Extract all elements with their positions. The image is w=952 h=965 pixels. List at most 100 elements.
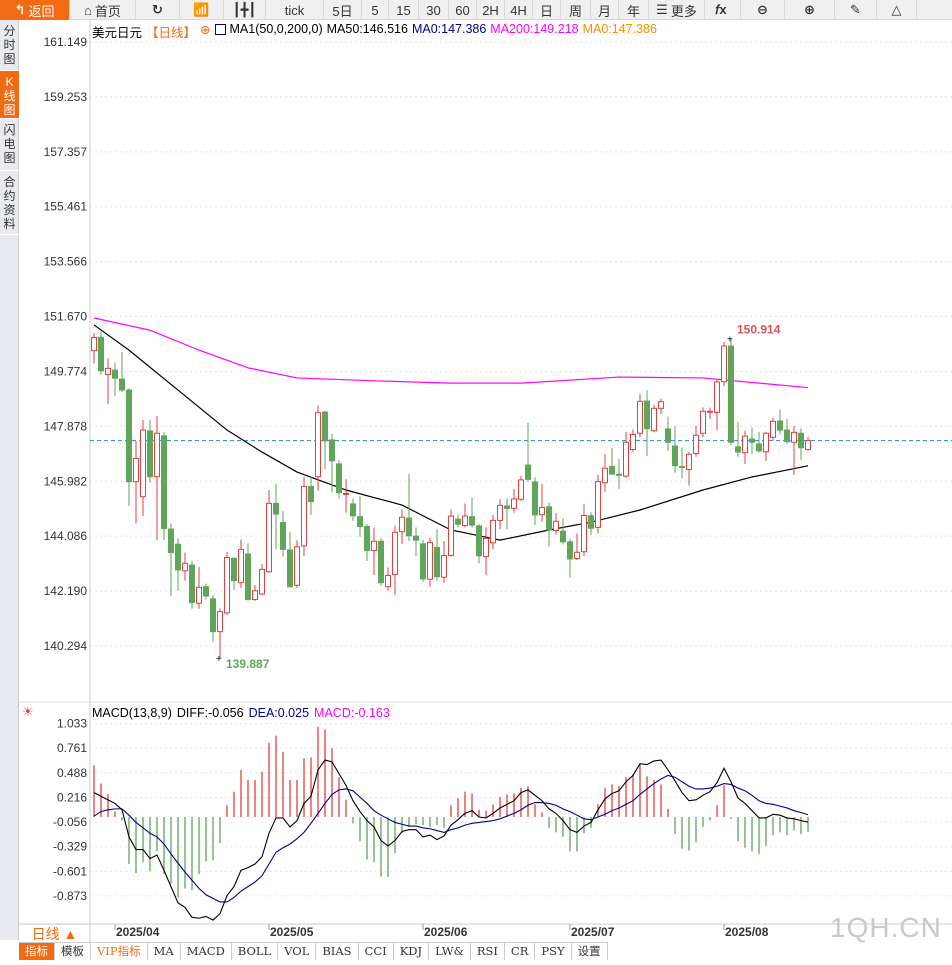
candle-body bbox=[665, 428, 671, 443]
candle bbox=[392, 525, 398, 596]
candle bbox=[364, 523, 370, 561]
indicator-tab-6[interactable]: VOL bbox=[278, 943, 317, 960]
formula-button[interactable]: 𝑓x bbox=[705, 0, 741, 20]
high-marker: + bbox=[727, 334, 733, 345]
candle-body bbox=[595, 481, 601, 528]
price-tick-label: 145.982 bbox=[44, 474, 88, 488]
period-7-button[interactable]: 5 bbox=[362, 0, 389, 20]
period-10-button[interactable]: 60 bbox=[449, 0, 477, 20]
candle-body bbox=[91, 336, 97, 352]
period-6-button[interactable]: 5日 bbox=[324, 0, 362, 20]
candle bbox=[203, 583, 209, 600]
symbol-name: 美元日元 bbox=[92, 26, 143, 40]
toolbar-label: 2H bbox=[482, 2, 499, 18]
period-12-button[interactable]: 4H bbox=[505, 0, 533, 20]
candle bbox=[273, 483, 279, 550]
formula-icon: 𝑓x bbox=[715, 2, 727, 17]
candle-body bbox=[511, 498, 517, 509]
toolbar-label: 年 bbox=[626, 3, 640, 19]
candle bbox=[420, 540, 426, 582]
price-tick-label: 140.294 bbox=[44, 639, 88, 653]
candle bbox=[672, 426, 678, 473]
indicator-tab-5[interactable]: BOLL bbox=[232, 943, 279, 960]
sidebar-item-contract-info[interactable]: 合约资料 bbox=[0, 171, 19, 235]
zoom-out-button[interactable]: ⊖ bbox=[741, 0, 785, 20]
price-tick-label: 153.566 bbox=[44, 255, 88, 269]
period-13-button[interactable]: 日 bbox=[533, 0, 561, 20]
zoom-in-button[interactable]: ⊕ bbox=[785, 0, 835, 20]
price-tick-label: 155.461 bbox=[44, 200, 88, 214]
candle bbox=[154, 415, 160, 541]
indicator-tab-12[interactable]: CR bbox=[505, 943, 536, 960]
candle bbox=[546, 502, 552, 547]
crosshair-icon[interactable]: ⊕ bbox=[200, 23, 211, 37]
indicator-tab-3[interactable]: MA bbox=[148, 943, 181, 960]
candle bbox=[791, 426, 797, 475]
indicator-tab-13[interactable]: PSY bbox=[535, 943, 572, 960]
candle bbox=[238, 539, 244, 588]
refresh-button[interactable]: ↻ bbox=[136, 0, 180, 20]
sidebar-item-kline[interactable]: K线图 bbox=[0, 71, 19, 119]
toolbar-label: 月 bbox=[597, 3, 611, 19]
candle-body bbox=[560, 530, 566, 543]
candle bbox=[119, 352, 125, 392]
candle-body bbox=[182, 562, 188, 572]
sidebar-item-intraday[interactable]: 分时图 bbox=[0, 20, 19, 71]
candle bbox=[301, 476, 307, 557]
indicator-tab-14[interactable]: 设置 bbox=[572, 943, 608, 960]
candle-body bbox=[147, 430, 153, 478]
candle-body bbox=[672, 445, 678, 467]
candle-body bbox=[280, 521, 286, 550]
candle-body bbox=[98, 336, 104, 372]
indicator-tab-9[interactable]: KDJ bbox=[394, 943, 430, 960]
indicator-tab-4[interactable]: MACD bbox=[181, 943, 232, 960]
menu-button[interactable]: ☰ 更多 bbox=[649, 0, 705, 20]
candle bbox=[588, 512, 594, 535]
back-arrow-button[interactable]: ↰ 返回 bbox=[0, 0, 70, 20]
home-button[interactable]: ⌂ 首页 bbox=[70, 0, 136, 20]
indicator-tab-1[interactable]: 模板 bbox=[55, 943, 91, 960]
indicator-chart-button[interactable]: 📶 bbox=[180, 0, 224, 20]
candle bbox=[693, 426, 699, 457]
candle-body bbox=[385, 574, 391, 588]
candle bbox=[371, 527, 377, 576]
period-11-button[interactable]: 2H bbox=[477, 0, 505, 20]
triangle-button[interactable]: △ bbox=[877, 0, 917, 20]
candle-body bbox=[196, 586, 202, 604]
candle-body bbox=[644, 400, 650, 430]
indicator-tab-0[interactable]: 指标 bbox=[19, 943, 55, 960]
candle-body bbox=[497, 504, 503, 521]
candle bbox=[539, 483, 545, 522]
period-15-button[interactable]: 月 bbox=[591, 0, 619, 20]
candle-body bbox=[714, 381, 720, 413]
sidebar-item-flash[interactable]: 闪电图 bbox=[0, 119, 19, 171]
indicator-tab-7[interactable]: BIAS bbox=[316, 943, 359, 960]
draw-pen-button[interactable]: ✎ bbox=[835, 0, 877, 20]
period-8-button[interactable]: 15 bbox=[389, 0, 419, 20]
candle-body bbox=[448, 515, 454, 556]
indicator-chart-icon[interactable] bbox=[214, 24, 226, 35]
indicator-tab-2[interactable]: VIP指标 bbox=[91, 943, 148, 960]
candle bbox=[595, 474, 601, 534]
candle bbox=[336, 459, 342, 499]
period-5-button[interactable]: tick bbox=[266, 0, 324, 20]
period-16-button[interactable]: 年 bbox=[619, 0, 649, 20]
macd-settings-icon[interactable]: ☀ bbox=[22, 704, 34, 719]
ma0-value-2: MA0:147.386 bbox=[582, 22, 657, 36]
candle-body bbox=[406, 517, 412, 537]
candlestick-button[interactable]: ┃╋┃ bbox=[224, 0, 266, 20]
period-9-button[interactable]: 30 bbox=[419, 0, 449, 20]
candle-body bbox=[700, 410, 706, 434]
indicator-tab-10[interactable]: LW& bbox=[429, 943, 471, 960]
candle-body bbox=[616, 473, 622, 476]
low-marker: + bbox=[216, 654, 222, 665]
candle bbox=[602, 454, 608, 492]
toolbar: ↰ 返回 ⌂ 首页 ↻ 📶 ┃╋┃ tick 5日 5 15 30 60 2H 4H 日周月年 ☰ 更多 𝑓x ⊖ ⊕ ✎… bbox=[0, 0, 952, 20]
indicator-tab-8[interactable]: CCI bbox=[359, 943, 394, 960]
candle bbox=[287, 531, 293, 588]
period-14-button[interactable]: 周 bbox=[561, 0, 591, 20]
indicator-tab-11[interactable]: RSI bbox=[471, 943, 505, 960]
period-selector-button[interactable]: 日线 ▲ bbox=[19, 924, 90, 942]
candle bbox=[406, 474, 412, 541]
